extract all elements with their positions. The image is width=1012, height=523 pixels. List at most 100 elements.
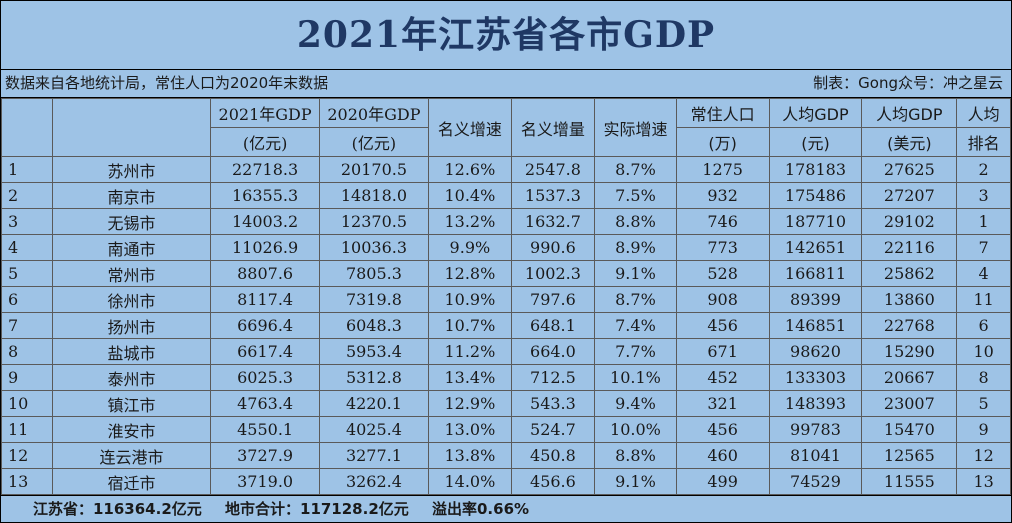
cell-city: 连云港市 [51, 442, 212, 469]
cell-rank: 4 [956, 260, 1011, 287]
cell-per-capita-usd: 22768 [861, 312, 958, 339]
table-row: 1 苏州市 22718.3 20170.5 12.6% 2547.8 8.7% 1275 178… [1, 156, 1011, 183]
cell-city: 南京市 [51, 182, 212, 209]
cell-index: 9 [1, 364, 53, 391]
cell-per-capita-cny: 142651 [768, 234, 863, 261]
cell-per-capita-usd: 13860 [861, 286, 958, 313]
cell-gdp-2020: 3262.4 [318, 468, 430, 495]
cell-gdp-2020: 14818.0 [318, 182, 430, 209]
cell-per-capita-cny: 187710 [768, 208, 863, 235]
cell-real-growth: 10.0% [594, 416, 677, 443]
cell-per-capita-cny: 175486 [768, 182, 863, 209]
cell-gdp-2021: 4763.4 [210, 390, 320, 417]
cell-index: 10 [1, 390, 53, 417]
cell-per-capita-cny: 74529 [768, 468, 863, 495]
cell-rank: 8 [956, 364, 1011, 391]
cell-real-growth: 9.1% [594, 468, 677, 495]
cell-per-capita-usd: 27625 [861, 156, 958, 183]
cell-rank: 11 [956, 286, 1011, 313]
cell-nominal-growth: 12.9% [428, 390, 512, 417]
header-nominal-growth: 名义增速 [428, 98, 512, 157]
cell-real-growth: 8.7% [594, 286, 677, 313]
table-row: 7 扬州市 6696.4 6048.3 10.7% 648.1 7.4% 456 146851 2… [1, 312, 1011, 339]
cell-gdp-2021: 14003.2 [210, 208, 320, 235]
cell-nominal-growth: 13.2% [428, 208, 512, 235]
cell-city: 南通市 [51, 234, 212, 261]
cell-nominal-increment: 1002.3 [510, 260, 596, 287]
table-row: 9 泰州市 6025.3 5312.8 13.4% 712.5 10.1% 452 133303… [1, 364, 1011, 391]
cell-rank: 2 [956, 156, 1011, 183]
page-title: 2021年江苏省各市GDP [1, 1, 1011, 70]
cell-nominal-growth: 14.0% [428, 468, 512, 495]
cell-nominal-increment: 648.1 [510, 312, 596, 339]
cell-nominal-increment: 524.7 [510, 416, 596, 443]
credit: 制表：Gong众号：冲之星云 [813, 74, 1003, 92]
header-per-capita-usd: 人均GDP [861, 98, 958, 128]
cell-index: 11 [1, 416, 53, 443]
cell-real-growth: 7.5% [594, 182, 677, 209]
header-real-growth: 实际增速 [594, 98, 677, 157]
cell-nominal-growth: 9.9% [428, 234, 512, 261]
cell-nominal-increment: 664.0 [510, 338, 596, 365]
cell-nominal-growth: 13.8% [428, 442, 512, 469]
cell-per-capita-cny: 99783 [768, 416, 863, 443]
cell-per-capita-usd: 25862 [861, 260, 958, 287]
cell-gdp-2021: 6617.4 [210, 338, 320, 365]
city-sum: 地市合计：117128.2亿元 [225, 500, 409, 518]
cell-per-capita-cny: 89399 [768, 286, 863, 313]
cell-nominal-increment: 990.6 [510, 234, 596, 261]
header-row-2: (亿元) (亿元) (万) (元) (美元) 排名 [2, 127, 1011, 157]
cell-per-capita-cny: 166811 [768, 260, 863, 287]
header-city [51, 98, 212, 157]
cell-gdp-2020: 7319.8 [318, 286, 430, 313]
header-per-capita-usd-unit: (美元) [861, 127, 958, 157]
cell-population: 746 [675, 208, 770, 235]
cell-per-capita-usd: 20667 [861, 364, 958, 391]
summary-footer: 江苏省：116364.2亿元 地市合计：117128.2亿元 溢出率0.66% [1, 495, 1011, 522]
cell-city: 苏州市 [51, 156, 212, 183]
source-note: 数据来自各地统计局，常住人口为2020年末数据 [5, 74, 329, 92]
cell-population: 1275 [675, 156, 770, 183]
header-gdp-2020-unit: (亿元) [318, 127, 430, 157]
cell-gdp-2020: 10036.3 [318, 234, 430, 261]
cell-per-capita-cny: 81041 [768, 442, 863, 469]
cell-index: 5 [1, 260, 53, 287]
cell-nominal-growth: 13.4% [428, 364, 512, 391]
header-gdp-2021: 2021年GDP [210, 98, 320, 128]
header-per-capita-cny: 人均GDP [768, 98, 863, 128]
cell-per-capita-usd: 15470 [861, 416, 958, 443]
cell-population: 908 [675, 286, 770, 313]
cell-real-growth: 9.1% [594, 260, 677, 287]
cell-real-growth: 8.9% [594, 234, 677, 261]
cell-per-capita-usd: 12565 [861, 442, 958, 469]
cell-population: 456 [675, 416, 770, 443]
cell-gdp-2020: 12370.5 [318, 208, 430, 235]
cell-population: 773 [675, 234, 770, 261]
cell-gdp-2021: 6696.4 [210, 312, 320, 339]
cell-gdp-2021: 11026.9 [210, 234, 320, 261]
cell-rank: 6 [956, 312, 1011, 339]
cell-real-growth: 7.4% [594, 312, 677, 339]
table-row: 13 宿迁市 3719.0 3262.4 14.0% 456.6 9.1% 499 74529 1… [1, 468, 1011, 495]
cell-population: 932 [675, 182, 770, 209]
header-index [1, 98, 53, 157]
cell-gdp-2021: 6025.3 [210, 364, 320, 391]
cell-per-capita-usd: 27207 [861, 182, 958, 209]
cell-gdp-2020: 20170.5 [318, 156, 430, 183]
cell-rank: 1 [956, 208, 1011, 235]
subtitle-bar: 数据来自各地统计局，常住人口为2020年末数据 制表：Gong众号：冲之星云 [1, 70, 1011, 98]
cell-nominal-growth: 11.2% [428, 338, 512, 365]
cell-per-capita-cny: 178183 [768, 156, 863, 183]
table-row: 4 南通市 11026.9 10036.3 9.9% 990.6 8.9% 773 142651… [1, 234, 1011, 261]
cell-rank: 9 [956, 416, 1011, 443]
cell-city: 泰州市 [51, 364, 212, 391]
cell-gdp-2020: 4025.4 [318, 416, 430, 443]
cell-real-growth: 7.7% [594, 338, 677, 365]
header-row-1: 2021年GDP 2020年GDP 名义增速 名义增量 实际增速 常住人口 人均… [1, 98, 1011, 157]
cell-per-capita-cny: 133303 [768, 364, 863, 391]
cell-index: 8 [1, 338, 53, 365]
cell-rank: 10 [956, 338, 1011, 365]
cell-real-growth: 8.8% [594, 442, 677, 469]
cell-city: 扬州市 [51, 312, 212, 339]
